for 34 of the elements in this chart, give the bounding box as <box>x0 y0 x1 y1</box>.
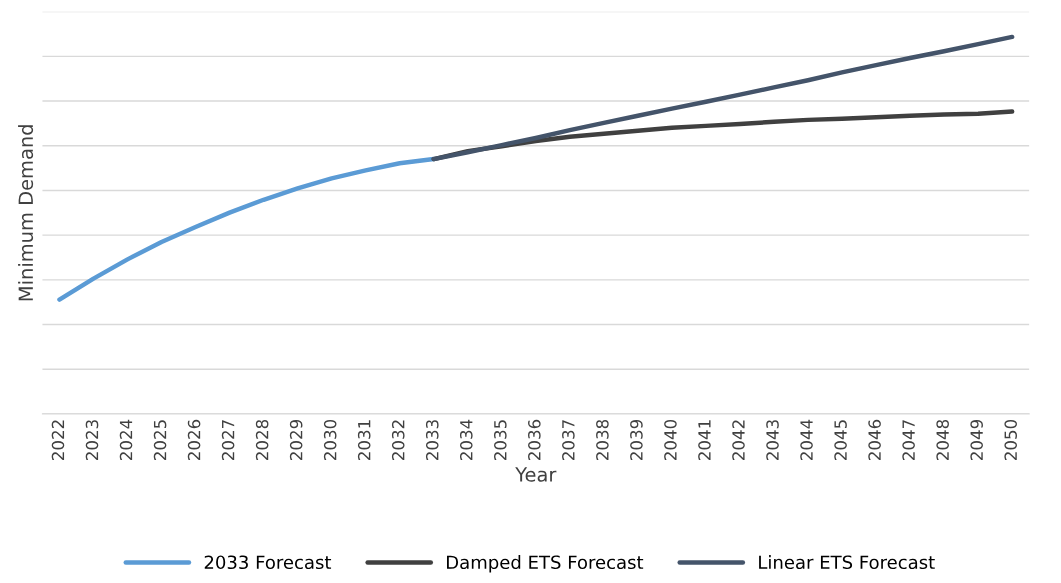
x-tick-label: 2023 <box>85 420 99 460</box>
x-tick-label: 2049 <box>970 419 983 460</box>
x-tick-label: 2044 <box>800 419 813 460</box>
x-tick-label: 2029 <box>289 419 303 460</box>
x-tick-label: 2038 <box>596 419 609 460</box>
x-tick-label: 2033 <box>425 420 439 460</box>
x-tick-label: 2031 <box>357 420 371 460</box>
x-tick-label: 2046 <box>868 419 881 460</box>
legend-label: Linear ETS Forecast <box>759 555 935 570</box>
x-tick-label: 2030 <box>323 419 337 460</box>
legend-label: Damped ETS Forecast <box>447 555 644 573</box>
x-tick-label: 2042 <box>732 420 745 460</box>
x-tick-label: 2027 <box>221 420 235 460</box>
x-tick-label: 2040 <box>664 419 677 460</box>
x-tick-label: 2039 <box>630 419 643 460</box>
x-tick-label: 2034 <box>459 419 473 460</box>
x-axis-title: Year <box>515 467 557 482</box>
x-tick-label: 2043 <box>766 420 779 460</box>
x-tick-label: 2032 <box>391 420 405 460</box>
x-tick-label: 2024 <box>119 419 133 460</box>
x-tick-label: 2045 <box>834 420 847 460</box>
x-tick-label: 2048 <box>936 419 949 460</box>
x-tick-label: 2041 <box>698 420 711 460</box>
x-tick-label: 2037 <box>562 420 575 460</box>
x-tick-label: 2025 <box>153 420 167 460</box>
x-tick-label: 2047 <box>902 420 915 460</box>
legend-label: 2033 Forecast <box>204 555 332 570</box>
x-tick-label: 2022 <box>51 420 65 460</box>
x-tick-label: 2028 <box>255 419 269 460</box>
x-tick-label: 2036 <box>528 419 541 460</box>
x-tick-label: 2035 <box>494 420 507 460</box>
x-tick-label: 2026 <box>187 419 201 460</box>
y-axis-title: Minimum Demand <box>18 125 34 301</box>
x-tick-label: 2050 <box>1004 419 1017 460</box>
